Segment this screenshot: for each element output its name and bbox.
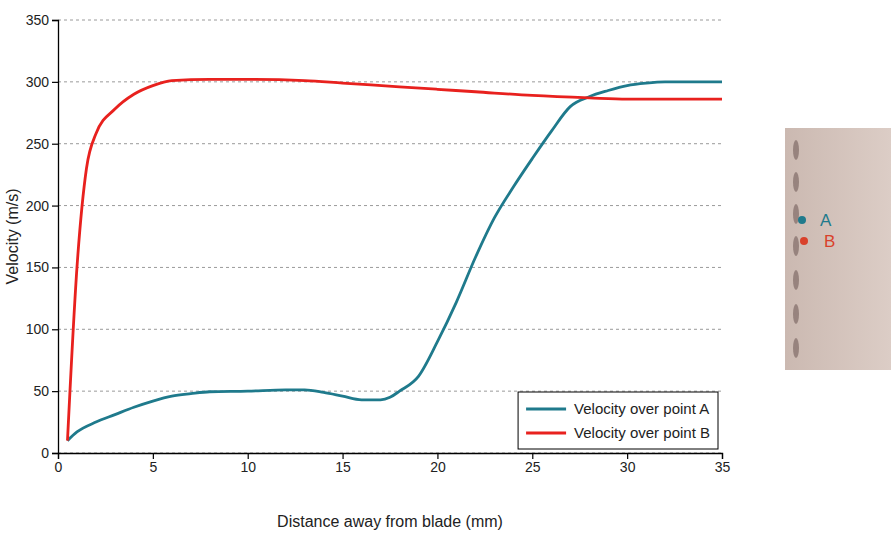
point-label: A — [820, 211, 832, 230]
tick-mark — [52, 20, 58, 21]
blade-hole — [793, 304, 799, 324]
series-line — [67, 82, 722, 441]
tick: 35 — [715, 453, 731, 475]
blade-photo — [785, 128, 891, 370]
tick-mark — [52, 391, 58, 392]
tick-label: 25 — [525, 459, 541, 475]
chart: 05101520253035050100150200250300350Veloc… — [0, 0, 893, 545]
tick: 5 — [149, 453, 157, 475]
blade-hole — [793, 270, 799, 290]
tick: 15 — [335, 453, 351, 475]
tick-label: 250 — [26, 136, 50, 152]
tick: 10 — [240, 453, 256, 475]
tick-label: 10 — [240, 459, 256, 475]
point-marker — [798, 216, 806, 224]
x-axis-title: Distance away from blade (mm) — [277, 513, 503, 530]
tick-label: 200 — [26, 198, 50, 214]
tick-label: 0 — [55, 459, 63, 475]
blade-hole — [793, 236, 799, 256]
grid-line — [58, 20, 722, 21]
grid-line — [58, 205, 722, 206]
tick-mark — [52, 267, 58, 268]
tick-label: 15 — [335, 459, 351, 475]
tick-label: 350 — [26, 12, 50, 28]
tick: 30 — [620, 453, 636, 475]
tick-mark — [52, 205, 58, 206]
legend-box — [518, 392, 718, 449]
point-label: B — [824, 232, 835, 251]
tick: 20 — [430, 453, 446, 475]
series-group — [67, 79, 722, 440]
y-axis: 0 50 100 150 200 250 300 350 — [26, 12, 59, 461]
tick: 0 — [41, 445, 58, 461]
legend-item: Velocity over point A — [526, 400, 709, 417]
blade-hole — [793, 204, 799, 224]
grid-line — [58, 143, 722, 144]
tick: 0 — [55, 453, 63, 475]
tick: 25 — [525, 453, 541, 475]
tick-label: 0 — [41, 445, 49, 461]
tick-label: 20 — [430, 459, 446, 475]
blade-hole — [793, 338, 799, 358]
tick-label: 50 — [33, 383, 49, 399]
point-marker — [800, 237, 808, 245]
inset: AB — [785, 128, 891, 370]
blade-hole — [793, 172, 799, 192]
tick-label: 35 — [715, 459, 731, 475]
grid-line — [58, 329, 722, 330]
tick-label: 300 — [26, 74, 50, 90]
series-line — [67, 79, 722, 440]
tick: 350 — [26, 12, 58, 28]
legend-swatch — [526, 432, 566, 435]
tick-label: 150 — [26, 259, 50, 275]
tick-mark — [52, 453, 58, 454]
grid-line — [58, 81, 722, 82]
tick: 250 — [26, 136, 58, 152]
plot: 05101520253035050100150200250300350Veloc… — [26, 12, 731, 475]
tick-mark — [52, 144, 58, 145]
blade-hole — [793, 140, 799, 160]
tick: 300 — [26, 74, 58, 90]
legend-swatch — [526, 408, 566, 411]
tick-mark — [52, 82, 58, 83]
tick: 150 — [26, 259, 58, 275]
legend-label: Velocity over point A — [574, 400, 709, 417]
tick-label: 100 — [26, 321, 50, 337]
grid — [58, 20, 722, 453]
grid-line — [58, 391, 722, 392]
tick-label: 5 — [149, 459, 157, 475]
x-axis: 0 5 10 15 20 25 30 35 — [55, 453, 731, 475]
y-axis-title: Velocity (m/s) — [4, 188, 21, 284]
tick: 200 — [26, 198, 58, 214]
grid-line — [58, 267, 722, 268]
tick: 100 — [26, 321, 58, 337]
legend: Velocity over point A Velocity over point… — [518, 392, 718, 449]
legend-item: Velocity over point B — [526, 424, 710, 441]
tick-label: 30 — [620, 459, 636, 475]
tick: 50 — [33, 383, 58, 399]
tick-mark — [52, 329, 58, 330]
axis-line — [52, 21, 59, 454]
legend-label: Velocity over point B — [574, 424, 710, 441]
